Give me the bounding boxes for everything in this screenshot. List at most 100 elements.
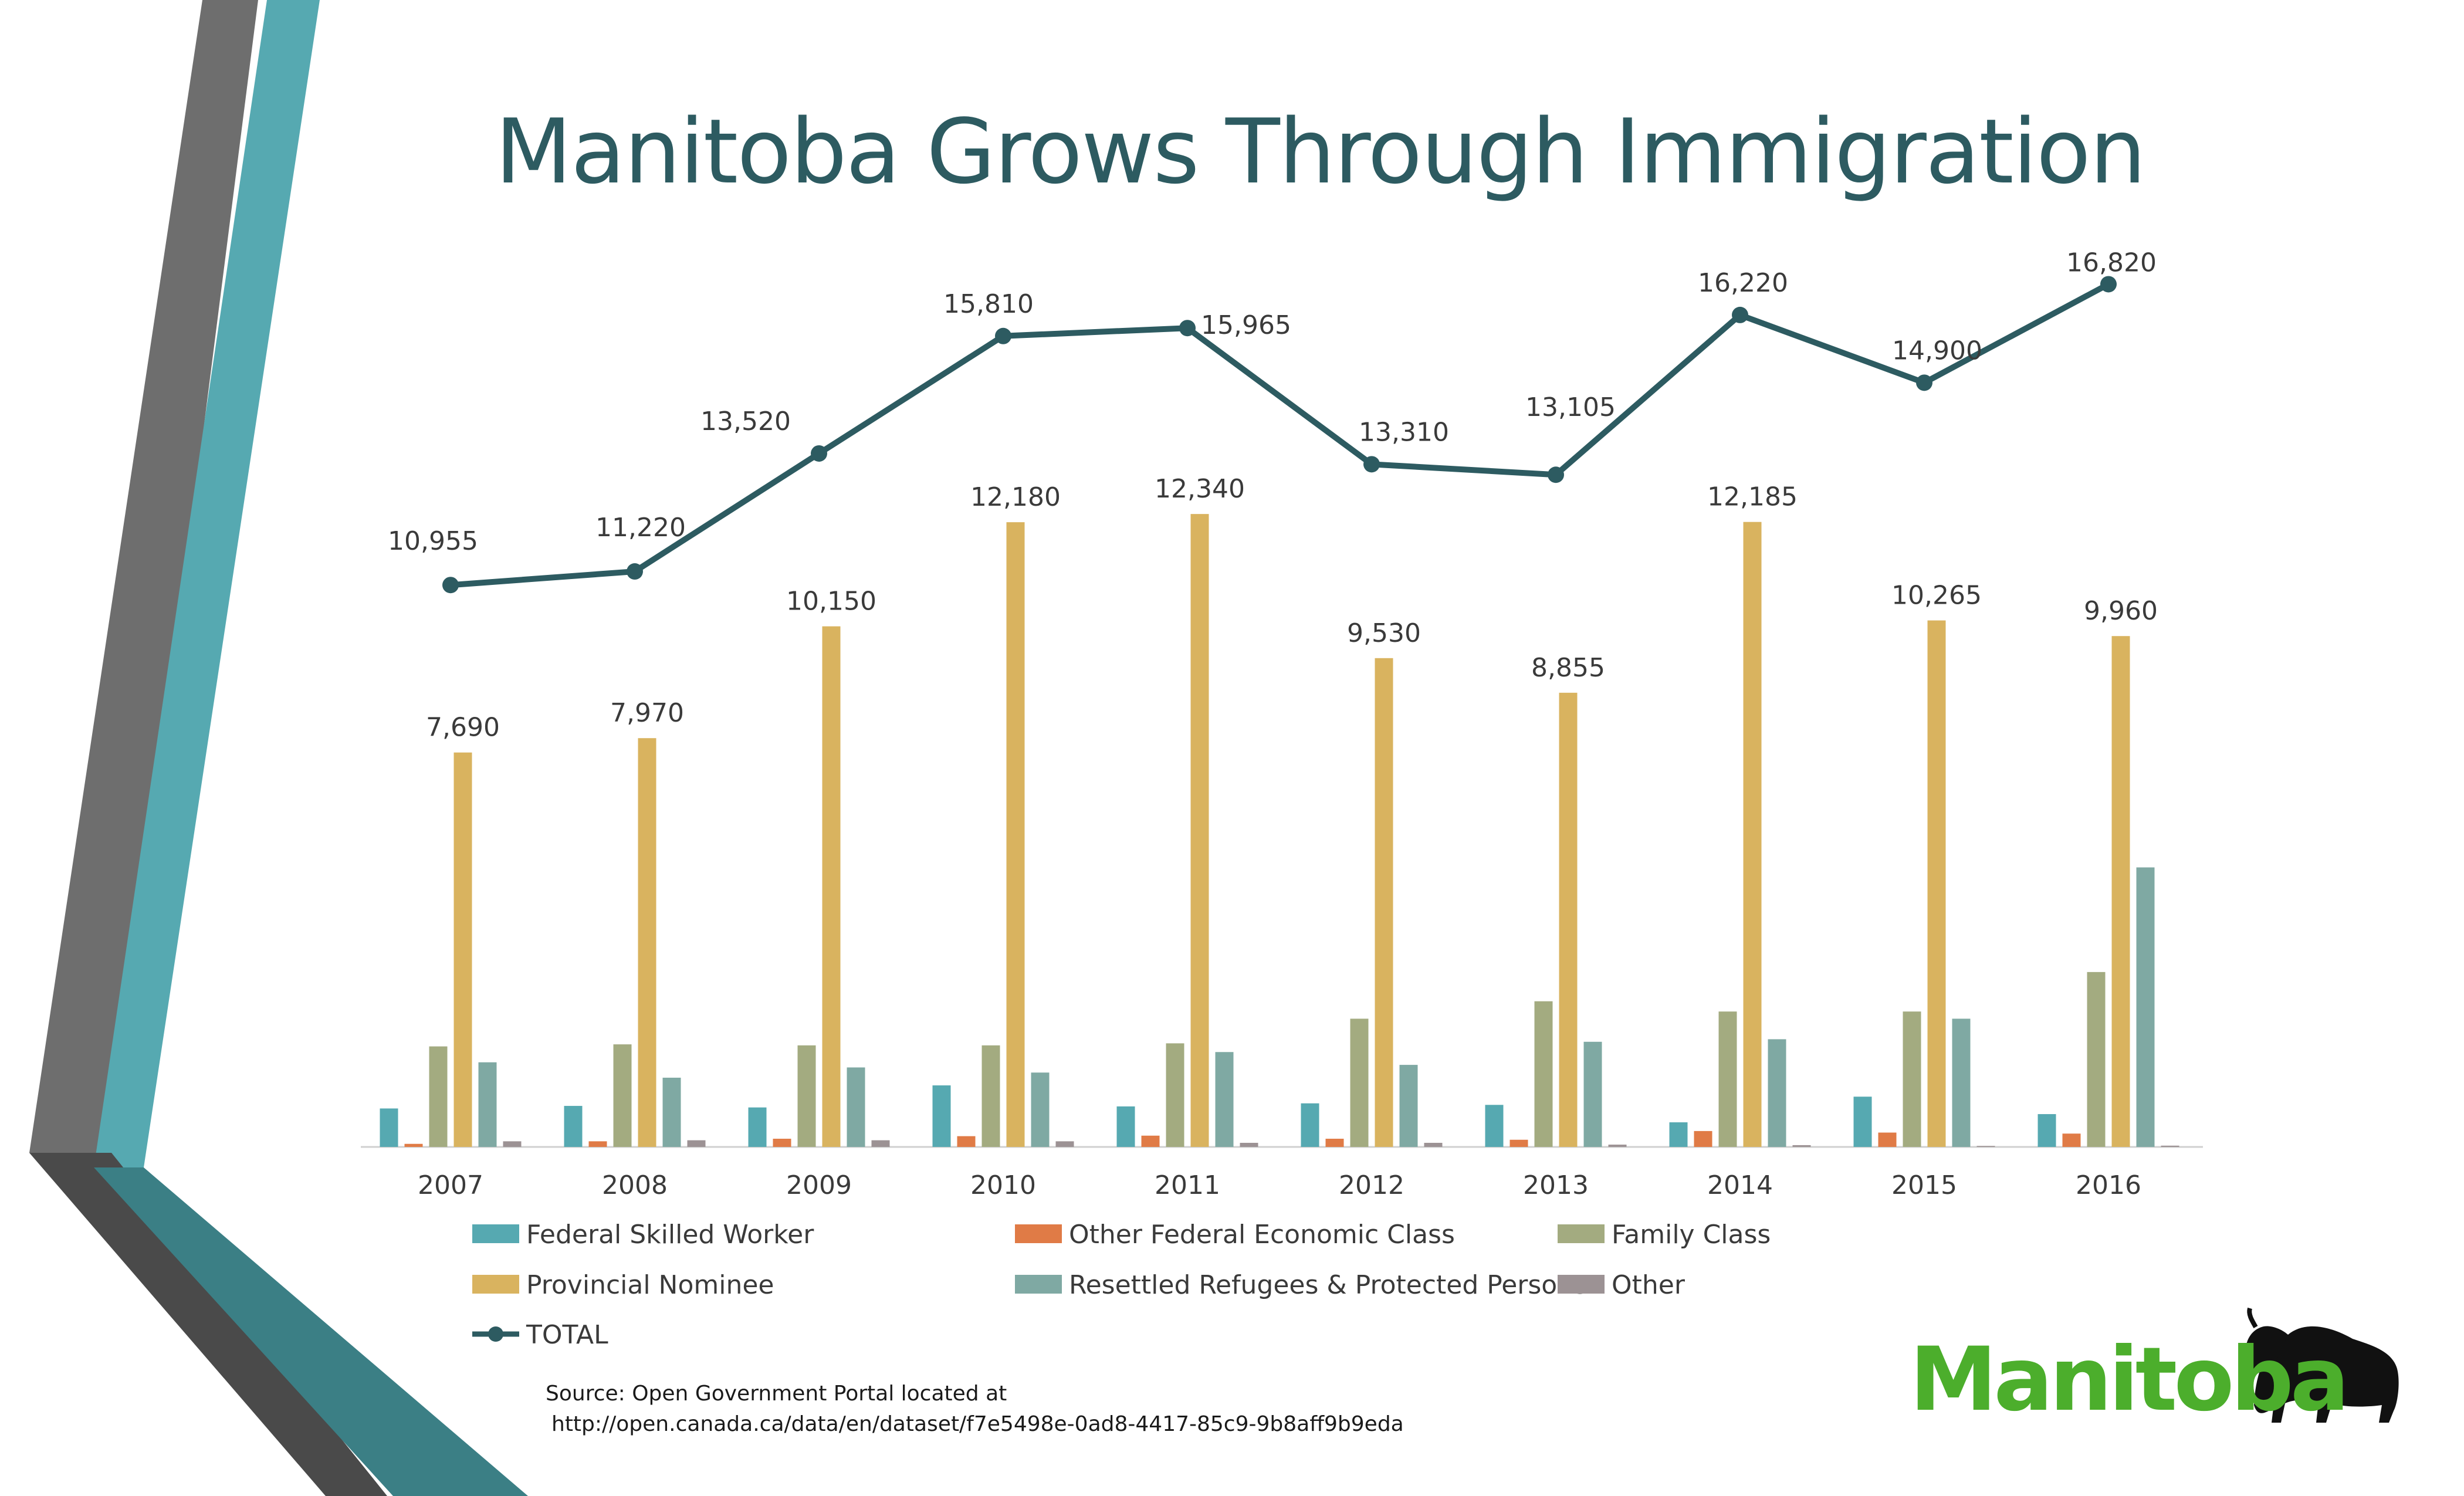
bar — [1608, 1145, 1627, 1147]
bar — [1534, 1001, 1553, 1147]
total-point — [1732, 306, 1748, 323]
stripe-dark — [29, 1153, 387, 1496]
x-tick-label: 2014 — [1707, 1170, 1773, 1200]
legend-label: Resettled Refugees & Protected Persons — [1069, 1270, 1587, 1300]
legend-label: Family Class — [1612, 1220, 1771, 1250]
total-point — [995, 327, 1011, 344]
bar — [1792, 1145, 1811, 1147]
bar — [748, 1107, 767, 1147]
data-label: 10,265 — [1891, 581, 1982, 611]
bar — [1350, 1018, 1369, 1147]
bar — [687, 1140, 706, 1147]
bison-icon — [2245, 1307, 2399, 1423]
bar — [1952, 1018, 1971, 1147]
manitoba-logo-text: Manitoba — [1910, 1329, 2350, 1431]
bison-body — [2254, 1326, 2399, 1423]
bar — [1424, 1143, 1443, 1147]
data-label: 10,150 — [786, 587, 876, 617]
bar — [1669, 1122, 1688, 1147]
plot-area: 7,690 7,970 10,150 12,180 12,340 9,530 8,855 12… — [361, 248, 2203, 1200]
data-label: 12,180 — [970, 482, 1061, 512]
bar — [1031, 1072, 1050, 1147]
legend-label: Other — [1612, 1270, 1685, 1300]
total-point — [1548, 466, 1564, 483]
bar — [662, 1077, 681, 1147]
legend-label: Provincial Nominee — [526, 1270, 774, 1300]
bar — [1743, 522, 1762, 1147]
total-label: 15,965 — [1201, 310, 1291, 340]
bar — [981, 1045, 1000, 1147]
legend-label: Federal Skilled Worker — [526, 1220, 814, 1250]
total-label: 13,105 — [1525, 392, 1616, 422]
data-label: 8,855 — [1531, 653, 1605, 683]
x-tick-label: 2007 — [418, 1170, 483, 1200]
bar — [1190, 514, 1209, 1148]
total-point — [1179, 320, 1196, 337]
total-label: 13,520 — [700, 407, 791, 436]
bar — [957, 1136, 976, 1147]
bar — [1927, 620, 1946, 1147]
source-note: Source: Open Government Portal located a… — [546, 1379, 1404, 1440]
bar — [1215, 1052, 1234, 1147]
total-label: 11,220 — [595, 513, 686, 543]
total-label: 16,820 — [2066, 248, 2157, 277]
bar — [564, 1106, 583, 1147]
bar — [871, 1140, 890, 1147]
bar — [613, 1044, 632, 1147]
x-tick-label: 2011 — [1155, 1170, 1220, 1200]
x-tick-label: 2009 — [786, 1170, 852, 1200]
bar — [1325, 1139, 1344, 1147]
bar — [2087, 972, 2106, 1147]
total-point — [1363, 456, 1380, 473]
data-label: 9,530 — [1347, 618, 1421, 648]
total-line — [450, 282, 2110, 588]
total-point — [811, 445, 827, 462]
bar — [478, 1062, 497, 1147]
legend-swatch — [1015, 1275, 1062, 1294]
bar — [1694, 1131, 1712, 1147]
total-point — [442, 577, 459, 594]
source-url: http://open.canada.ca/data/en/dataset/f7… — [551, 1412, 1404, 1436]
legend-swatch — [472, 1224, 519, 1243]
bar — [404, 1143, 423, 1147]
bar — [1006, 522, 1025, 1147]
bar — [1559, 692, 1578, 1147]
bison-horn — [2247, 1307, 2258, 1329]
legend-swatch — [1558, 1275, 1605, 1294]
bar — [1375, 658, 1393, 1147]
legend-swatch — [472, 1275, 519, 1294]
x-tick-label: 2016 — [2076, 1170, 2141, 1200]
bar — [1718, 1011, 1737, 1147]
stripe-teal — [94, 0, 320, 1167]
bar — [1509, 1139, 1528, 1147]
bar — [503, 1141, 522, 1147]
total-point — [1916, 374, 1932, 391]
total-label: 16,220 — [1698, 268, 1788, 298]
data-label: 9,960 — [2084, 596, 2158, 626]
data-label: 7,970 — [610, 698, 684, 728]
total-label: 14,900 — [1892, 336, 1982, 365]
bar — [2136, 867, 2155, 1147]
bar — [822, 626, 841, 1147]
x-tick-label: 2015 — [1891, 1170, 1957, 1200]
total-label: 10,955 — [388, 526, 478, 556]
x-tick-label: 2008 — [602, 1170, 668, 1200]
data-label: 12,340 — [1155, 474, 1245, 504]
bar — [1768, 1039, 1786, 1147]
bar — [1903, 1011, 1921, 1147]
bar — [1399, 1065, 1418, 1147]
bar — [2161, 1145, 2179, 1147]
bar — [1301, 1103, 1319, 1147]
bar — [1583, 1041, 1602, 1147]
stripe-dark-teal — [94, 1167, 528, 1496]
legend-swatch-point — [488, 1326, 503, 1342]
bar — [453, 752, 472, 1147]
stripe-gray — [29, 0, 258, 1153]
bar — [1141, 1135, 1160, 1147]
x-tick-label: 2012 — [1339, 1170, 1404, 1200]
bar — [1055, 1141, 1074, 1147]
bar — [1976, 1146, 1995, 1147]
bar — [797, 1045, 816, 1147]
bar — [1240, 1143, 1258, 1147]
